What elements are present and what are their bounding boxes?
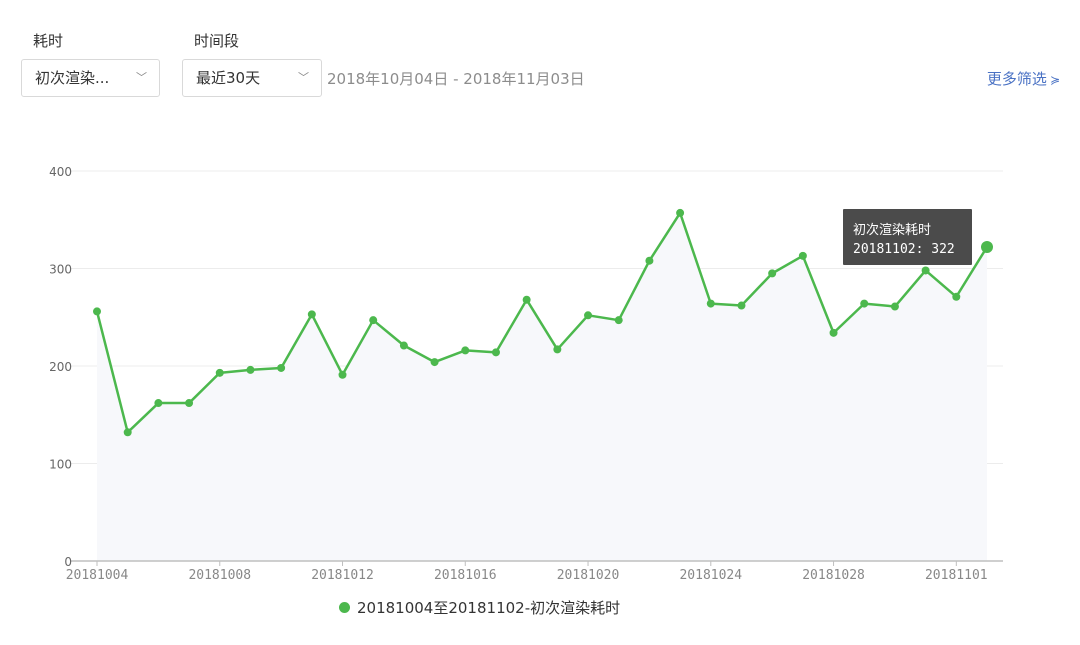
data-point[interactable] <box>246 365 255 374</box>
chevron-down-icon: ﹀ <box>298 71 309 84</box>
x-tick-label: 20181016 <box>434 568 497 583</box>
x-tick-label: 20181004 <box>66 568 129 583</box>
y-tick-label: 0 <box>64 555 72 569</box>
data-point[interactable] <box>93 307 101 316</box>
data-point[interactable] <box>706 299 715 308</box>
y-tick-label: 100 <box>49 458 72 472</box>
data-point[interactable] <box>522 295 531 304</box>
chart-legend[interactable]: 20181004至20181102-初次渲染耗时 <box>339 597 620 618</box>
data-point[interactable] <box>645 256 654 265</box>
y-tick-label: 200 <box>49 360 72 374</box>
data-point[interactable] <box>584 311 593 320</box>
period-select[interactable]: 最近30天 ﹀ <box>182 59 322 97</box>
legend-series-label: 20181004至20181102-初次渲染耗时 <box>357 599 621 617</box>
x-tick-label: 20181024 <box>679 568 742 583</box>
data-point[interactable] <box>369 316 378 325</box>
y-tick-label: 300 <box>49 263 72 277</box>
data-point[interactable] <box>768 269 777 278</box>
data-point[interactable] <box>829 328 838 337</box>
tooltip-title: 初次渲染耗时 <box>853 222 931 238</box>
tooltip-value: 20181102: 322 <box>853 242 955 257</box>
data-point[interactable] <box>860 299 869 308</box>
data-point[interactable] <box>215 368 224 377</box>
series-line <box>95 211 989 434</box>
data-point[interactable] <box>399 341 408 350</box>
data-point[interactable] <box>553 345 562 354</box>
data-point[interactable] <box>614 316 623 325</box>
data-point[interactable] <box>737 301 746 310</box>
metric-filter-label: 耗时 <box>33 32 64 50</box>
metric-select[interactable]: 初次渲染... ﹀ <box>21 59 160 97</box>
double-chevron-down-icon: ≽ <box>1049 73 1060 87</box>
data-point[interactable] <box>185 399 194 408</box>
period-select-value: 最近30天 <box>196 69 261 87</box>
data-point[interactable] <box>461 346 470 355</box>
data-point[interactable] <box>676 208 685 217</box>
data-point[interactable] <box>491 348 500 357</box>
data-point[interactable] <box>798 251 807 260</box>
more-filters-label: 更多筛选 <box>986 70 1047 88</box>
period-filter-label: 时间段 <box>194 32 240 50</box>
data-point[interactable] <box>890 302 899 311</box>
data-point[interactable] <box>154 399 163 408</box>
series-area <box>97 212 987 562</box>
date-range-text: 2018年10月04日 - 2018年11月03日 <box>327 70 585 88</box>
data-point[interactable] <box>981 241 993 254</box>
x-tick-label: 20181101 <box>925 568 988 583</box>
data-point[interactable] <box>123 428 132 437</box>
x-tick-label: 20181020 <box>557 568 620 583</box>
data-point[interactable] <box>430 358 439 367</box>
chevron-down-icon: ﹀ <box>136 71 147 84</box>
x-tick-label: 20181008 <box>188 568 251 583</box>
data-point[interactable] <box>338 370 347 379</box>
data-point[interactable] <box>952 292 961 301</box>
data-point[interactable] <box>277 363 286 372</box>
more-filters-link[interactable]: 更多筛选 ≽ <box>987 68 1060 89</box>
data-point[interactable] <box>307 310 316 319</box>
y-tick-label: 400 <box>49 165 72 179</box>
data-point[interactable] <box>921 266 930 275</box>
x-tick-label: 20181012 <box>311 568 374 583</box>
metric-select-value: 初次渲染... <box>35 69 110 87</box>
x-tick-label: 20181028 <box>802 568 865 583</box>
legend-marker <box>339 602 350 613</box>
tooltip-box <box>843 209 972 266</box>
